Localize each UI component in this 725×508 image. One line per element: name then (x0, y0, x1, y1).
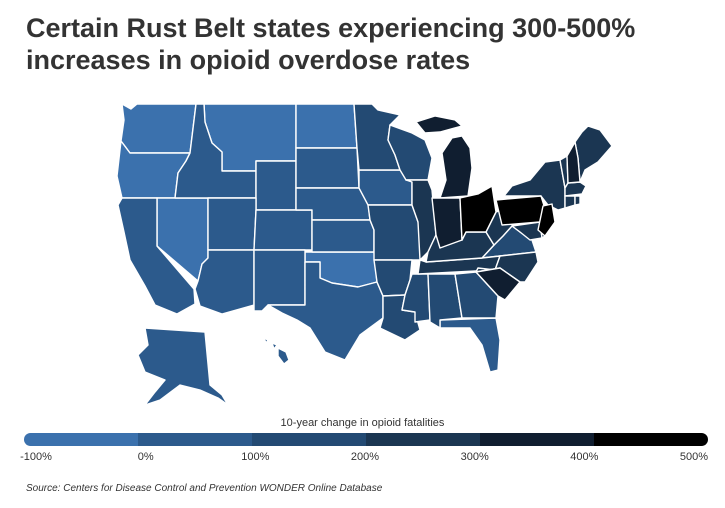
legend-bin-5 (594, 433, 708, 446)
state-tx (267, 261, 384, 361)
legend-tick-label: 300% (460, 451, 489, 463)
legend-tick-label: -100% (20, 451, 52, 463)
state-me (574, 125, 613, 183)
state-nc (475, 251, 539, 283)
state-ma (564, 181, 587, 197)
legend-color-bar (24, 433, 708, 446)
state-in (431, 197, 463, 249)
legend-bin-4 (480, 433, 594, 446)
state-nm (253, 249, 306, 312)
state-oh (459, 185, 497, 241)
state-nd (295, 103, 358, 149)
state-ct (564, 195, 576, 209)
state-wy (255, 160, 297, 211)
legend-bin-1 (138, 433, 252, 446)
legend-bin-0 (24, 433, 138, 446)
state-nh (566, 141, 581, 184)
legend-tick-label: 200% (350, 451, 380, 463)
legend-tick-label: 0% (137, 451, 154, 463)
state-co (253, 209, 313, 251)
legend-bin-3 (366, 433, 480, 446)
states-group (116, 103, 613, 406)
legend-tick-label: 500% (679, 451, 709, 463)
legend-tick-label: 100% (241, 451, 270, 463)
state-ks (311, 219, 375, 253)
state-nj (537, 203, 556, 237)
state-ak (137, 327, 229, 406)
legend-tick-label: 400% (570, 451, 599, 463)
state-ri (574, 195, 581, 206)
state-sc (475, 267, 521, 301)
state-wa (120, 103, 197, 154)
chart-title-line-1: Certain Rust Belt states experiencing 30… (26, 13, 636, 43)
chart-title-line-2: increases in opioid overdose rates (26, 45, 471, 75)
state-ca (117, 197, 196, 315)
chart-title: Certain Rust Belt states experiencing 30… (26, 12, 716, 76)
state-hi (263, 337, 290, 365)
state-sd (295, 147, 360, 189)
state-pa (495, 195, 547, 226)
source-note: Source: Centers for Disease Control and … (26, 483, 383, 494)
legend-bin-2 (252, 433, 366, 446)
state-il (405, 179, 437, 261)
state-ga (454, 271, 499, 319)
state-ut (207, 197, 257, 251)
state-mi (415, 115, 473, 199)
state-fl (439, 317, 501, 373)
legend-title: 10-year change in opioid fatalities (280, 417, 445, 429)
